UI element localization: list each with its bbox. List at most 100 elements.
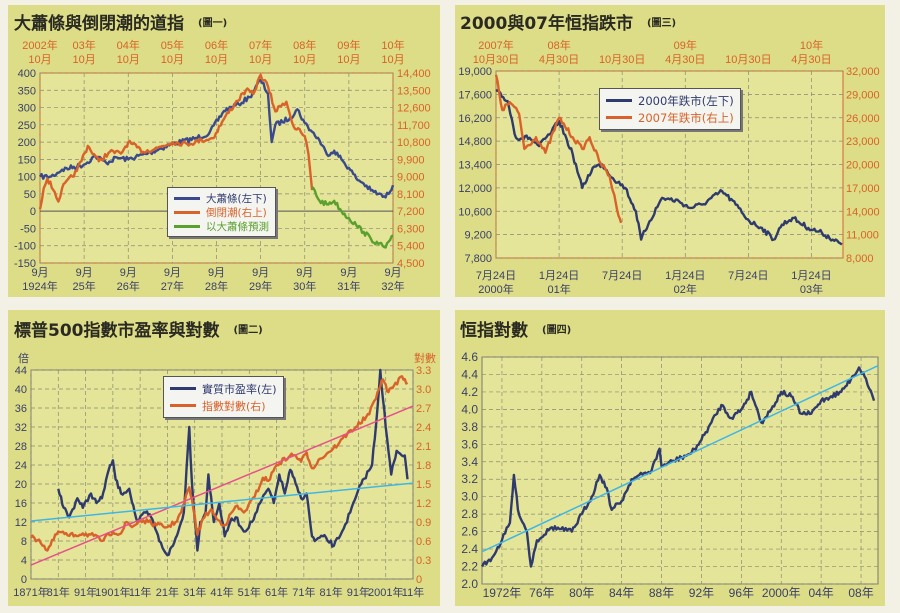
x-tick-label: 96年 <box>729 586 754 600</box>
series-line-大蕭條(左下) <box>38 78 395 199</box>
x-tick-label: 41年 <box>210 585 233 599</box>
top-x-tick-label: 05年 <box>161 38 184 52</box>
y-tick-label: -50 <box>20 223 36 235</box>
x-tick-label: 9月 <box>296 267 313 279</box>
top-x-tick-label: 04年 <box>117 38 140 52</box>
x-tick-label: 1924年 <box>22 279 57 293</box>
y2-tick-label: 0.6 <box>416 536 431 548</box>
y2-tick-label: 2.4 <box>416 422 431 434</box>
y2-tick-label: 9,900 <box>397 154 425 166</box>
top-x-tick-label: 10月 <box>249 54 272 66</box>
top-x-tick-label: 10月 <box>293 54 316 66</box>
x-tick-label: 7月24日 <box>728 270 768 282</box>
y2-tick-label: 11,700 <box>397 120 430 132</box>
y2-tick-label: 17,000 <box>846 183 880 195</box>
y2-tick-label: 14,400 <box>397 68 431 80</box>
x-tick-label: 31年 <box>183 585 206 599</box>
y-tick-label: 17,600 <box>458 89 492 101</box>
y-tick-label: 36 <box>15 403 27 415</box>
top-x-tick-label: 4月30日 <box>665 54 705 66</box>
x-tick-label: 30年 <box>293 279 316 293</box>
y2-tick-label: 1.8 <box>416 460 431 472</box>
x-tick-label: 02年 <box>674 282 697 296</box>
y2-tick-label: 7,200 <box>397 206 425 218</box>
top-x-tick-label: 08年 <box>293 38 316 52</box>
x-tick-label: 1月24日 <box>665 270 705 282</box>
y2-tick-label: 3.0 <box>416 384 431 396</box>
y-tick-label: 2.0 <box>461 577 478 591</box>
series-line-2007年跌市(右上) <box>494 74 623 224</box>
y-tick-label: 19,000 <box>458 66 492 78</box>
y-tick-label: 300 <box>18 103 36 115</box>
y-tick-label: 24 <box>15 460 27 472</box>
x-tick-label: 9月 <box>76 267 93 279</box>
y-tick-label: 16 <box>15 498 27 510</box>
top-x-tick-label: 4月30日 <box>539 54 579 66</box>
top-x-tick-label: 10年 <box>800 38 823 52</box>
legend-label: 實質市盈率(左) <box>202 382 277 396</box>
fig2-legend: 實質市盈率(左) 指數對數(右) <box>163 376 284 418</box>
x-tick-label: 71年 <box>292 585 315 599</box>
x-tick-label: 1901年 <box>95 585 130 599</box>
y-tick-label: 16,200 <box>458 113 492 125</box>
x-tick-label: 92年 <box>689 586 714 600</box>
y-tick-label: -150 <box>14 258 36 270</box>
legend-swatch <box>170 404 196 407</box>
y2-tick-label: 8,100 <box>397 189 425 201</box>
x-tick-label: 9月 <box>31 267 48 279</box>
y-tick-label: 2.2 <box>461 560 478 574</box>
top-x-tick-label: 10月 <box>205 54 228 66</box>
y-tick-label: 150 <box>18 154 36 166</box>
y2-tick-label: 8,000 <box>846 253 874 265</box>
x-tick-label: 51年 <box>238 585 261 599</box>
x-tick-label: 7月24日 <box>476 270 516 282</box>
top-x-tick-label: 10年 <box>381 38 404 52</box>
top-x-tick-label: 03年 <box>73 38 96 52</box>
legend-label: 大蕭條(左下) <box>206 192 267 205</box>
y-tick-label: 0 <box>30 206 36 218</box>
x-tick-label: 81年 <box>320 585 343 599</box>
fig4-title: 恒指對數 (圖四) <box>460 316 571 341</box>
y2-tick-label: 0 <box>416 574 422 586</box>
y2-tick-label: 14,000 <box>846 206 880 218</box>
x-tick-label: 9月 <box>252 267 269 279</box>
y-tick-label: 10,600 <box>458 206 492 218</box>
y-tick-label: 250 <box>18 120 36 132</box>
y-tick-label: 40 <box>15 384 27 396</box>
y2-tick-label: 0.3 <box>416 555 431 567</box>
fig3-title: 2000與07年恒指跌市 (圖三) <box>460 9 676 34</box>
fig3-title-text: 2000與07年恒指跌市 <box>460 14 633 34</box>
series-line-trend <box>481 365 879 553</box>
x-tick-label: 9月 <box>340 267 357 279</box>
top-x-tick-label: 10月30日 <box>599 54 645 66</box>
x-tick-label: 9月 <box>208 267 225 279</box>
y-axis-label: 倍 <box>18 351 29 365</box>
series-line-2000年跌市(左下) <box>495 88 843 246</box>
x-tick-label: 01年 <box>547 282 570 296</box>
fig2-title: 標普500指數市盈率與對數 (圖二) <box>14 316 263 341</box>
y2-tick-label: 2.1 <box>416 441 431 453</box>
x-tick-label: 1月24日 <box>791 270 831 282</box>
top-x-tick-label: 10月 <box>161 54 184 66</box>
y2-tick-label: 26,000 <box>846 113 880 125</box>
y-tick-label: 3.2 <box>461 472 478 486</box>
y-tick-label: 2.4 <box>461 542 478 556</box>
legend-label: 2007年跌市(右上) <box>638 110 734 125</box>
series-line-trend-pe <box>30 482 414 522</box>
top-x-tick-label: 4月30日 <box>791 54 831 66</box>
x-tick-label: 7月24日 <box>602 270 642 282</box>
x-tick-label: 2001年 <box>368 585 403 599</box>
x-tick-label: 9月 <box>120 267 137 279</box>
x-tick-label: 76年 <box>529 586 554 600</box>
x-tick-label: 11年 <box>402 585 424 599</box>
series-line-指數對數(右) <box>30 375 409 552</box>
y2-tick-label: 23,000 <box>846 136 880 148</box>
y2-tick-label: 10,800 <box>397 137 431 149</box>
y-tick-label: 3.0 <box>461 490 478 504</box>
x-tick-label: 80年 <box>569 586 594 600</box>
series-line-以大蕭條預測 <box>311 186 394 249</box>
legend-label: 2000年跌市(左下) <box>638 93 734 108</box>
y2-tick-label: 6,300 <box>397 223 425 235</box>
y-tick-label: 3.6 <box>461 437 478 451</box>
y2-axis-label: 對數 <box>414 351 436 365</box>
